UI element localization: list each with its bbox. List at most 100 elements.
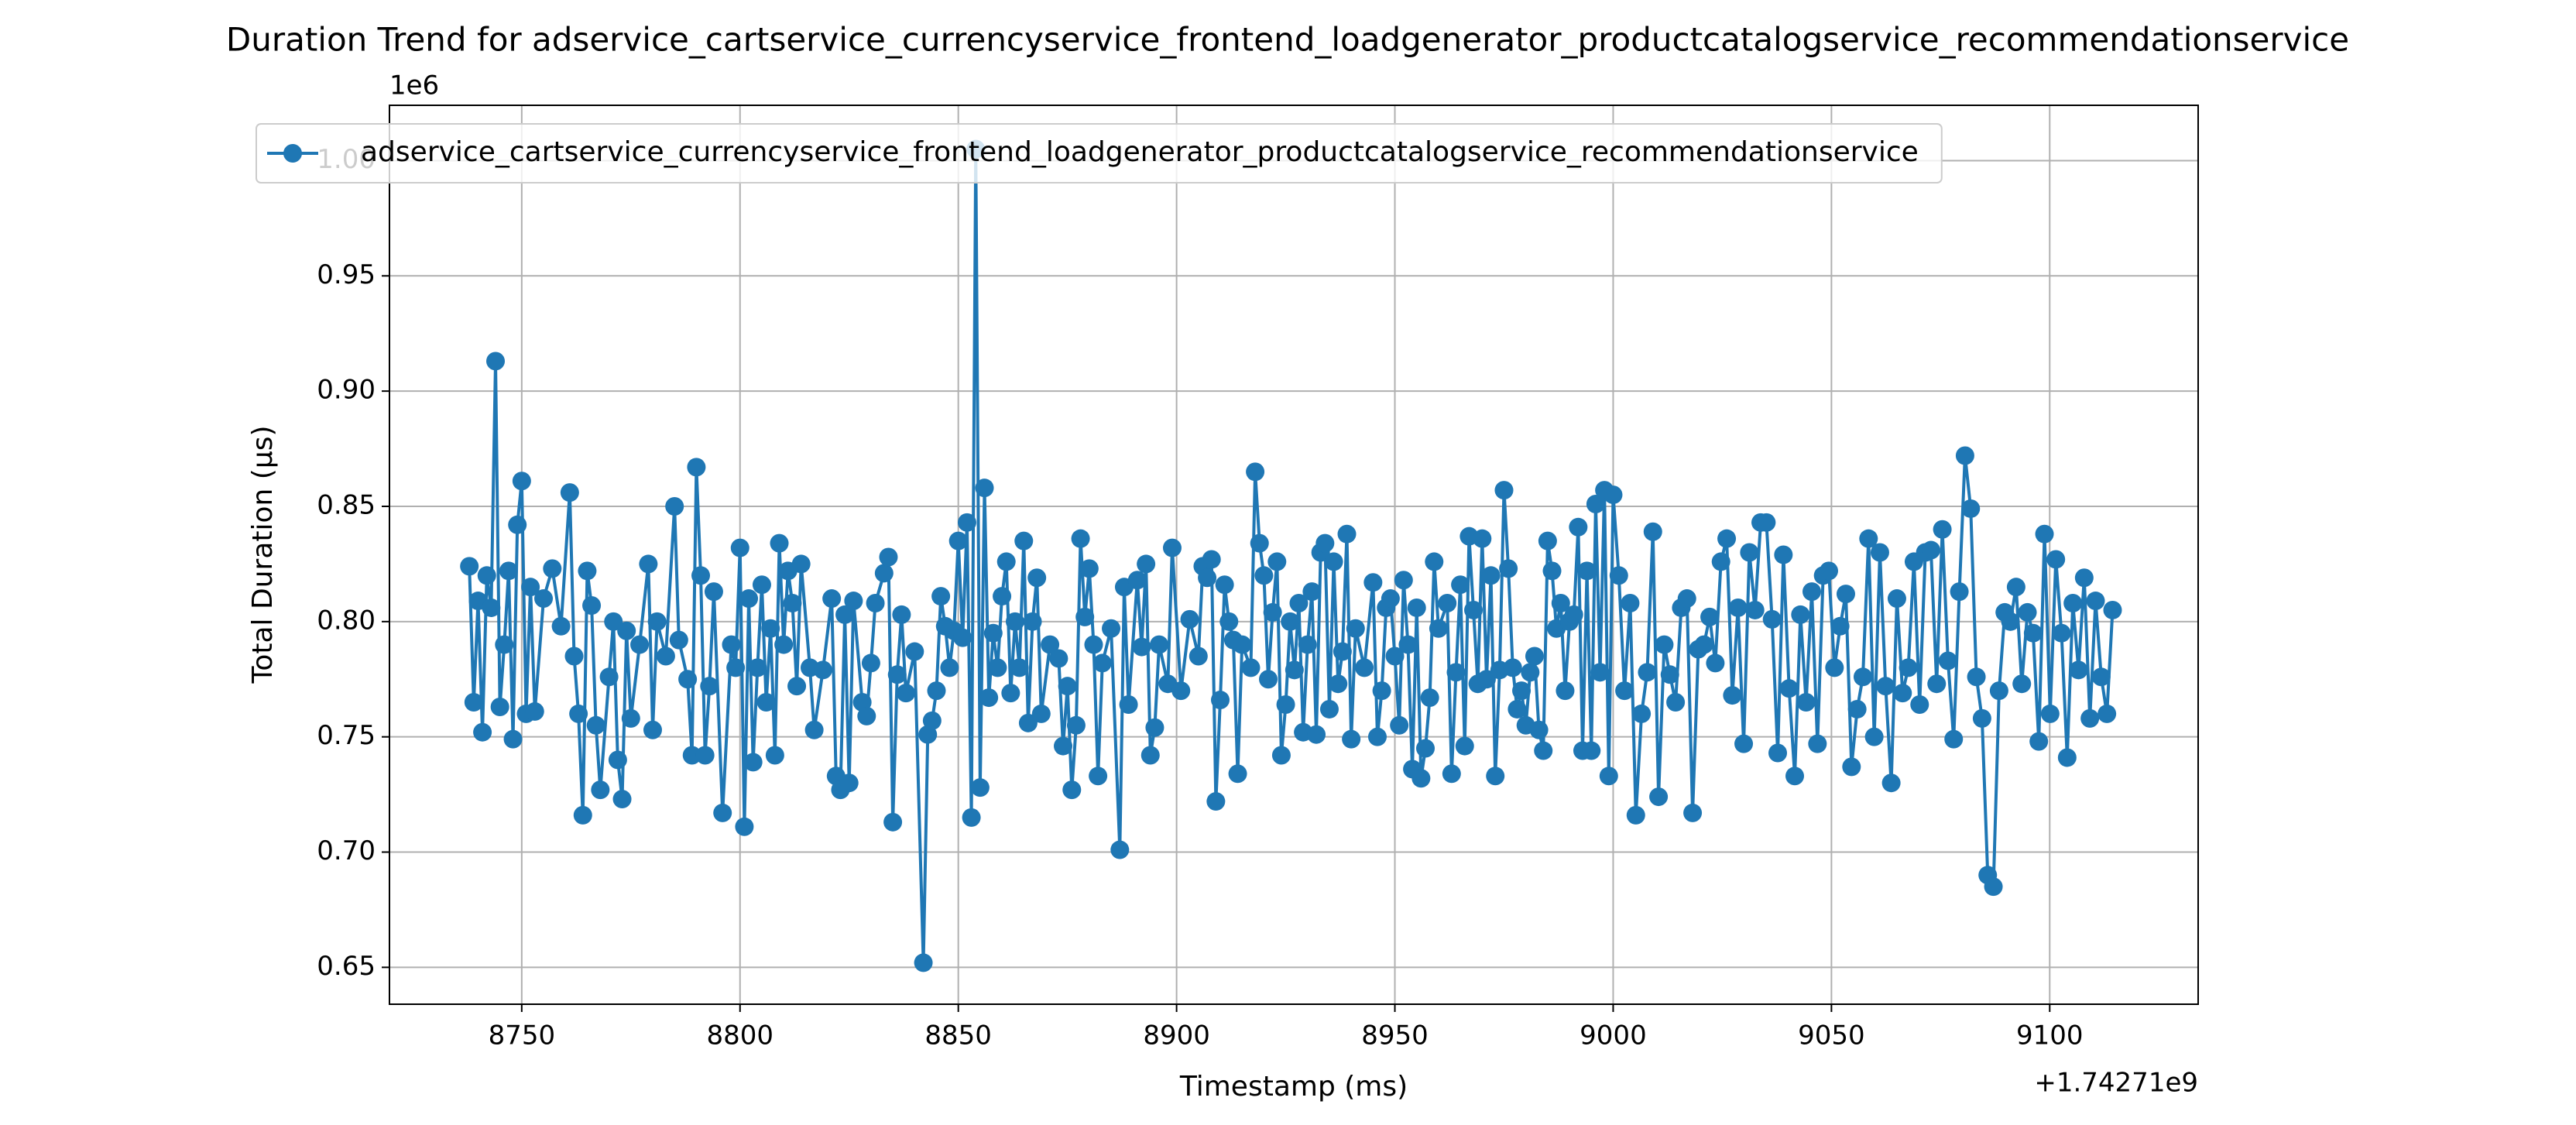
data-point (1411, 769, 1431, 788)
data-point (1420, 688, 1439, 708)
data-point (582, 595, 602, 615)
data-point (953, 628, 972, 647)
data-point (1599, 767, 1618, 786)
data-point (922, 711, 942, 730)
data-point (473, 722, 492, 742)
data-point (1842, 757, 1861, 777)
data-point (1529, 720, 1549, 739)
data-point (1001, 684, 1020, 703)
data-point (1626, 805, 1645, 825)
y-tick-label: 0.65 (317, 951, 376, 982)
data-point (1700, 607, 1720, 626)
data-point (1740, 543, 1759, 562)
data-point (1398, 635, 1418, 654)
data-point (669, 630, 688, 650)
data-point (1796, 693, 1816, 712)
data-point (495, 635, 514, 654)
data-point (1075, 607, 1095, 626)
data-point (1499, 559, 1518, 578)
data-point (1298, 635, 1317, 654)
data-point (1363, 573, 1383, 592)
data-point (1066, 715, 1086, 735)
data-point (569, 704, 588, 723)
data-point (482, 598, 501, 617)
data-point (1385, 647, 1405, 666)
data-point (927, 681, 946, 701)
data-point (1876, 677, 1895, 696)
data-point (1254, 566, 1274, 585)
data-point (844, 592, 863, 611)
data-point (1677, 589, 1696, 609)
data-point (578, 561, 597, 581)
data-point (691, 566, 711, 585)
data-point (682, 746, 701, 765)
data-point (1972, 708, 1991, 728)
data-point (1503, 658, 1522, 677)
y-tick-label: 0.90 (317, 375, 376, 406)
data-point (1337, 524, 1357, 544)
data-point (970, 778, 990, 797)
data-point (1276, 695, 1295, 714)
legend: adservice_cartservice_currencyservice_fr… (256, 123, 1943, 183)
data-point (948, 531, 968, 550)
data-point (1018, 713, 1038, 732)
data-point (1246, 462, 1265, 482)
data-point (1847, 699, 1867, 719)
data-point (1577, 561, 1597, 581)
data-point (687, 458, 706, 477)
data-point (726, 658, 746, 677)
data-point (1638, 663, 1657, 682)
data-point (1556, 681, 1575, 701)
data-point (1542, 561, 1562, 581)
data-point (1477, 670, 1496, 689)
data-point (940, 658, 959, 677)
data-point (2023, 623, 2043, 643)
data-point (1984, 877, 2003, 897)
data-point (1508, 699, 1527, 719)
data-point (1110, 840, 1130, 859)
data-point (486, 352, 506, 371)
data-point (695, 746, 715, 765)
data-point (761, 619, 780, 638)
data-point (647, 612, 667, 631)
data-point (1779, 679, 1799, 698)
data-point (1171, 681, 1191, 701)
data-point (1355, 658, 1374, 677)
data-point (1927, 674, 1947, 694)
data-point (1206, 792, 1226, 811)
y-tick-label: 0.80 (317, 605, 376, 636)
data-point (608, 750, 627, 770)
data-point (521, 578, 540, 597)
data-point (617, 621, 636, 640)
data-point (1407, 598, 1426, 617)
data-point (1446, 663, 1466, 682)
data-point (1137, 554, 1156, 574)
data-point (2040, 704, 2060, 723)
data-point (905, 642, 924, 661)
x-tick-label: 8900 (1143, 1020, 1210, 1051)
data-point (1768, 743, 1788, 763)
data-point (748, 658, 767, 677)
x-tick-label: 9100 (2016, 1020, 2084, 1051)
data-point (770, 533, 789, 553)
data-point (678, 670, 698, 689)
data-point (1342, 729, 1361, 749)
data-point (1289, 594, 1309, 613)
data-point (1041, 635, 1060, 654)
data-point (665, 496, 684, 516)
data-point (700, 677, 719, 696)
data-point (656, 647, 675, 666)
data-point (1762, 609, 1782, 629)
y-tick-label: 0.70 (317, 835, 376, 866)
data-point (2080, 708, 2100, 728)
data-point (1119, 695, 1138, 714)
data-point (713, 803, 732, 822)
data-point (774, 635, 794, 654)
data-point (1683, 803, 1703, 822)
data-point (525, 701, 544, 721)
data-point (2018, 602, 2037, 622)
data-point (1372, 681, 1391, 701)
data-point (1054, 736, 1073, 756)
x-tick-label: 8750 (489, 1020, 556, 1051)
